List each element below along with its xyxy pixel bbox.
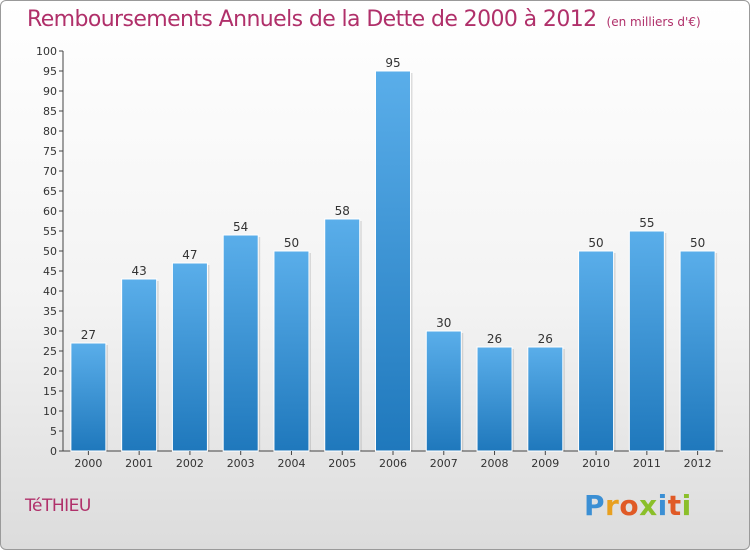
bar <box>222 234 259 452</box>
data-label: 95 <box>385 56 400 70</box>
y-tick-label: 15 <box>43 385 57 398</box>
y-tick-label: 75 <box>43 145 57 158</box>
x-tick-label: 2005 <box>328 457 356 470</box>
data-label: 55 <box>639 216 654 230</box>
x-tick-label: 2012 <box>684 457 712 470</box>
data-label: 50 <box>588 236 603 250</box>
data-label: 43 <box>132 264 147 278</box>
x-tick-label: 2000 <box>74 457 102 470</box>
bar <box>578 250 615 452</box>
commune-name: TéTHIEU <box>25 496 91 516</box>
x-tick-label: 2010 <box>582 457 610 470</box>
logo-letter: i <box>657 489 668 522</box>
x-tick-label: 2002 <box>176 457 204 470</box>
y-tick-label: 60 <box>43 205 57 218</box>
data-label: 26 <box>487 332 502 346</box>
logo-letter: x <box>639 489 658 522</box>
x-tick-label: 2004 <box>277 457 305 470</box>
y-tick-label: 55 <box>43 225 57 238</box>
data-label: 50 <box>284 236 299 250</box>
y-tick-label: 90 <box>43 85 57 98</box>
chart-subtitle: (en milliers d'€) <box>606 15 701 29</box>
x-tick-label: 2009 <box>531 457 559 470</box>
y-tick-label: 30 <box>43 325 57 338</box>
data-label: 50 <box>690 236 705 250</box>
y-tick-label: 40 <box>43 285 57 298</box>
y-tick-label: 35 <box>43 305 57 318</box>
y-tick-label: 20 <box>43 365 57 378</box>
chart-title: Remboursements Annuels de la Dette de 20… <box>27 7 597 32</box>
proxiti-logo[interactable]: Proxiti <box>584 489 692 522</box>
y-tick-label: 50 <box>43 245 57 258</box>
x-tick-label: 2011 <box>633 457 661 470</box>
x-tick-label: 2006 <box>379 457 407 470</box>
y-tick-label: 80 <box>43 125 57 138</box>
y-tick-label: 0 <box>50 445 57 458</box>
logo-letter: t <box>667 489 682 522</box>
y-tick-label: 5 <box>50 425 57 438</box>
bar <box>171 262 208 452</box>
bar <box>70 342 107 452</box>
bar <box>425 330 462 452</box>
x-tick-label: 2001 <box>125 457 153 470</box>
bar <box>375 70 411 452</box>
data-label: 26 <box>538 332 553 346</box>
chart-title-block: Remboursements Annuels de la Dette de 20… <box>27 7 701 32</box>
data-label: 54 <box>233 220 248 234</box>
y-tick-label: 70 <box>43 165 57 178</box>
y-tick-label: 10 <box>43 405 57 418</box>
y-tick-label: 100 <box>36 45 57 58</box>
logo-letter: P <box>584 489 606 522</box>
y-tick-label: 45 <box>43 265 57 278</box>
y-tick-label: 95 <box>43 65 57 78</box>
bar <box>273 250 310 452</box>
bar <box>628 230 665 452</box>
data-label: 30 <box>436 316 451 330</box>
bar <box>476 346 513 452</box>
y-tick-label: 85 <box>43 105 57 118</box>
bar <box>121 278 158 452</box>
bar <box>324 218 361 452</box>
x-tick-label: 2007 <box>430 457 458 470</box>
bar <box>527 346 564 452</box>
logo-letter: r <box>605 489 620 522</box>
x-tick-label: 2003 <box>227 457 255 470</box>
x-tick-label: 2008 <box>481 457 509 470</box>
data-label: 47 <box>182 248 197 262</box>
y-tick-label: 65 <box>43 185 57 198</box>
data-label: 58 <box>335 204 350 218</box>
logo-letter: i <box>681 489 692 522</box>
y-tick-label: 25 <box>43 345 57 358</box>
logo-letter: o <box>619 489 640 522</box>
data-label: 27 <box>81 328 96 342</box>
bar <box>679 250 716 452</box>
